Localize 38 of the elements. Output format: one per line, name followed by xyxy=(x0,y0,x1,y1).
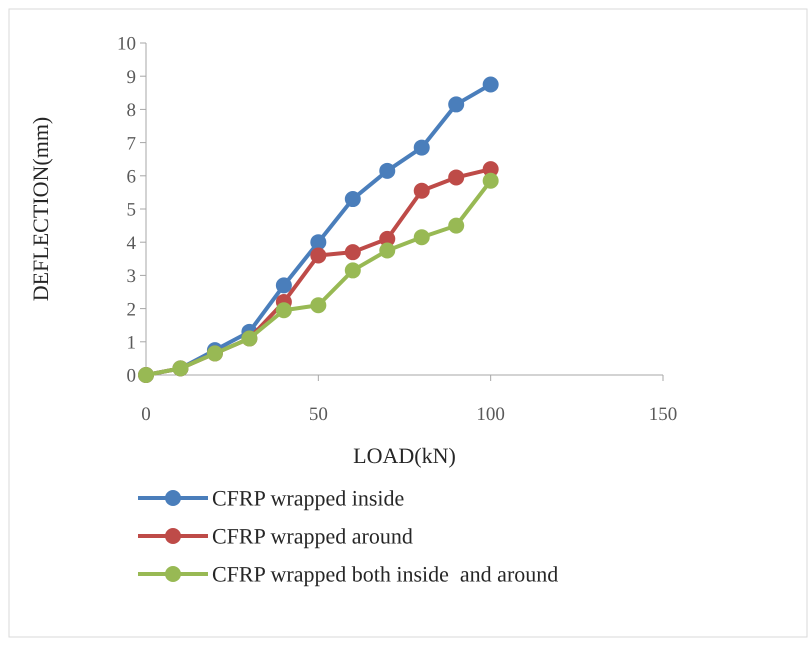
y-tick-label: 10 xyxy=(117,34,136,55)
point xyxy=(379,162,396,179)
y-tick-label: 9 xyxy=(126,66,136,88)
point xyxy=(310,234,326,250)
point xyxy=(448,96,464,112)
point xyxy=(448,218,464,234)
point xyxy=(310,297,326,314)
point xyxy=(482,76,499,92)
y-axis-title: DEFLECTION(mm) xyxy=(28,116,53,302)
point xyxy=(276,277,292,294)
legend-label: CFRP wrapped both inside and around xyxy=(212,562,558,587)
point xyxy=(310,247,326,264)
point xyxy=(448,169,464,186)
point xyxy=(379,242,396,258)
point xyxy=(344,191,361,208)
point xyxy=(344,244,361,260)
x-tick-label: 50 xyxy=(308,404,328,425)
y-tick-label: 4 xyxy=(126,232,136,254)
point xyxy=(276,302,292,318)
x-tick-label: 0 xyxy=(141,404,151,425)
y-tick-label: 8 xyxy=(126,100,136,122)
point xyxy=(482,172,499,189)
legend-label: CFRP wrapped around xyxy=(212,524,413,549)
point xyxy=(414,140,430,156)
x-tick-label: 150 xyxy=(648,404,678,425)
y-tick-label: 3 xyxy=(126,266,136,288)
y-tick-label: 5 xyxy=(126,200,136,221)
x-axis-title: LOAD(kN) xyxy=(353,443,456,468)
y-tick-label: 1 xyxy=(126,332,136,354)
point xyxy=(344,262,361,278)
y-tick-label: 7 xyxy=(126,133,136,154)
point xyxy=(414,229,430,246)
y-tick-label: 2 xyxy=(126,299,136,320)
legend-label: CFRP wrapped inside xyxy=(212,486,404,511)
point xyxy=(414,182,430,199)
x-tick-label: 100 xyxy=(476,404,505,425)
y-tick-label: 6 xyxy=(126,166,136,188)
y-tick-label: 0 xyxy=(126,366,136,387)
